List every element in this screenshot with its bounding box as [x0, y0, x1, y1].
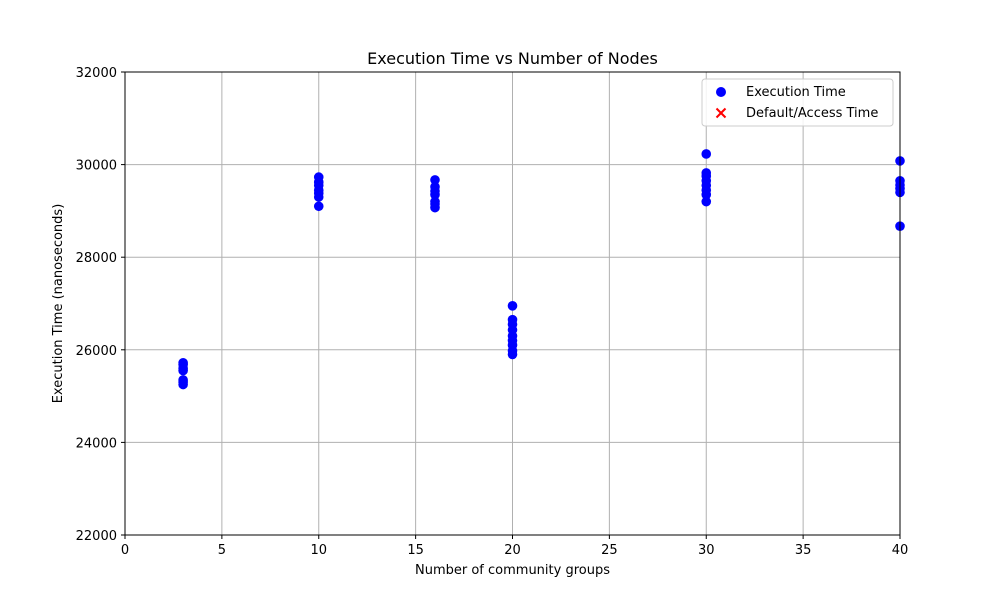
legend-marker-default-access-time — [715, 107, 727, 119]
data-points — [178, 149, 905, 390]
data-point — [430, 196, 440, 207]
legend-marker-execution-time — [716, 87, 726, 97]
data-point — [313, 201, 324, 212]
data-point — [430, 175, 440, 185]
x-axis-label: Number of community groups — [415, 563, 610, 578]
data-point — [507, 301, 518, 311]
data-point — [178, 357, 188, 368]
y-tick-label: 24000 — [76, 436, 117, 451]
y-tick-label: 30000 — [76, 159, 117, 174]
data-point — [701, 196, 712, 207]
x-tick-label: 5 — [218, 543, 226, 558]
chart-title: Execution Time vs Number of Nodes — [367, 49, 658, 68]
x-tick-label: 25 — [601, 543, 618, 558]
x-tick-label: 30 — [698, 543, 715, 558]
y-tick-label: 32000 — [76, 66, 117, 81]
x-tick-label: 0 — [121, 543, 129, 558]
x-tick-label: 20 — [504, 543, 521, 558]
legend-label-default-access-time: Default/Access Time — [746, 106, 878, 121]
y-tick-label: 22000 — [76, 529, 117, 544]
data-point — [507, 314, 518, 325]
y-tick-label: 28000 — [76, 251, 117, 266]
legend-box — [701, 78, 894, 127]
data-point — [178, 375, 188, 385]
data-point — [701, 168, 712, 178]
legend: Execution Time Default/Access Time — [701, 78, 894, 127]
x-tick-label: 35 — [795, 543, 812, 558]
legend-label-execution-time: Execution Time — [746, 85, 846, 100]
axis-ticks: 0 5 10 15 20 25 30 35 40 22000 24000 26000 28000 3000… — [76, 66, 909, 558]
y-tick-label: 26000 — [76, 344, 117, 359]
x-tick-label: 15 — [407, 543, 424, 558]
data-point — [313, 172, 324, 182]
data-point — [430, 182, 440, 192]
x-tick-label: 40 — [892, 543, 909, 558]
data-point — [701, 149, 712, 159]
x-tick-label: 10 — [310, 543, 327, 558]
y-axis-label: Execution Time (nanoseconds) — [51, 204, 66, 404]
